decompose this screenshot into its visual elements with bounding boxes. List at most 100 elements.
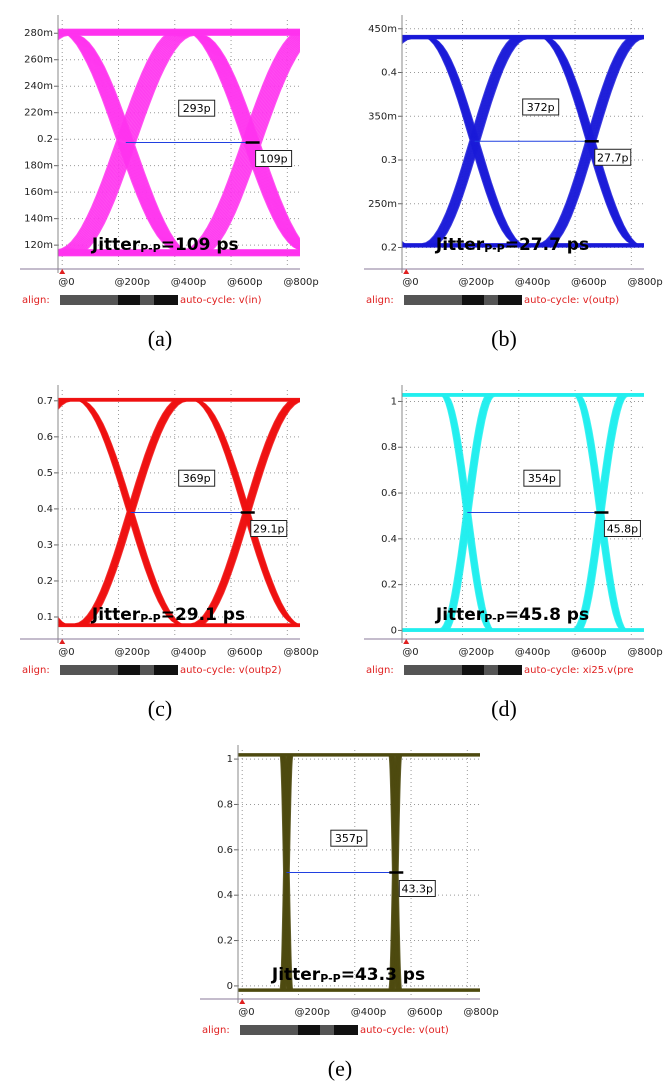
- period-label: 293p: [183, 102, 211, 115]
- jitter-label-box: [398, 880, 436, 897]
- y-tick-label: 1: [227, 754, 233, 765]
- period-label: 354p: [528, 472, 556, 485]
- eye-panel: 120m 140m 160m 180m 0.2 220m 240m 260m 280m @0 @20…: [20, 15, 319, 351]
- y-tick-label: 0.4: [381, 68, 397, 79]
- origin-marker: [403, 639, 410, 644]
- y-tick-label: 0.6: [217, 845, 233, 856]
- y-tick-label: 0.2: [381, 243, 397, 254]
- origin-marker: [59, 639, 66, 644]
- y-tick-label: 0.5: [37, 468, 53, 479]
- scroll-end: [498, 665, 522, 675]
- period-label: 369p: [183, 472, 211, 485]
- x-tick-label: @800p: [627, 647, 662, 658]
- jitter-label: 109p: [260, 153, 288, 166]
- y-tick-label: 0.8: [217, 799, 233, 810]
- y-tick-label: 0.2: [381, 580, 397, 591]
- signal-label: auto-cycle: v(in): [180, 295, 262, 306]
- x-tick-label: @600p: [571, 647, 606, 658]
- scroll-end: [154, 295, 178, 305]
- x-tick-label: @600p: [407, 1007, 442, 1018]
- x-tick-label: @400p: [351, 1007, 386, 1018]
- origin-marker: [403, 269, 410, 274]
- jitter-sub: P-P: [320, 972, 341, 985]
- x-tick-label: @600p: [227, 647, 262, 658]
- x-tick-label: @0: [402, 647, 418, 658]
- scroll-thumb: [462, 665, 484, 675]
- y-tick-label: 260m: [24, 55, 53, 66]
- origin-marker: [59, 269, 66, 274]
- align-label: align:: [22, 665, 50, 676]
- y-tick-label: 180m: [24, 161, 53, 172]
- align-label: align:: [366, 295, 394, 306]
- jitter-word: Jitter: [91, 235, 141, 255]
- y-tick-label: 0: [227, 981, 233, 992]
- x-tick-label: @400p: [515, 277, 550, 288]
- jitter-value: =27.7 ps: [505, 235, 589, 255]
- x-tick-label: @600p: [227, 277, 262, 288]
- jitter-label-box: [255, 150, 293, 167]
- caption: (c): [148, 696, 172, 721]
- y-tick-label: 280m: [24, 28, 53, 39]
- signal-label: auto-cycle: v(out): [360, 1025, 449, 1036]
- y-tick-label: 160m: [24, 187, 53, 198]
- scroll-end: [498, 295, 522, 305]
- y-tick-label: 0.3: [37, 540, 53, 551]
- y-tick-label: 1: [391, 396, 397, 407]
- y-tick-label: 0: [391, 625, 397, 636]
- x-tick-label: @200p: [459, 647, 494, 658]
- x-tick-label: @200p: [459, 277, 494, 288]
- jitter-label: 45.8p: [607, 523, 638, 536]
- x-tick-label: @400p: [171, 277, 206, 288]
- period-label-box: [178, 99, 216, 117]
- y-tick-label: 0.6: [381, 488, 397, 499]
- caption: (d): [491, 696, 517, 721]
- jitter-label-box: [594, 148, 632, 166]
- eye-panel: 0 0.2 0.4 0.6 0.8 1 @0 @200p @400p @600p @800p 354p…: [364, 385, 663, 721]
- scroll-thumb: [462, 295, 484, 305]
- jitter-text: JitterP-P=29.1 ps: [91, 605, 245, 625]
- jitter-text: JitterP-P=43.3 ps: [271, 965, 425, 985]
- period-label-box: [330, 829, 368, 847]
- x-tick-label: @400p: [171, 647, 206, 658]
- align-label: align:: [366, 665, 394, 676]
- jitter-word: Jitter: [435, 235, 485, 255]
- y-tick-label: 0.4: [37, 504, 53, 515]
- signal-label: auto-cycle: v(outp): [524, 295, 619, 306]
- signal-label: auto-cycle: v(outp2): [180, 665, 282, 676]
- y-tick-label: 0.4: [217, 890, 233, 901]
- y-tick-label: 0.4: [381, 534, 397, 545]
- jitter-value: =43.3 ps: [341, 965, 425, 985]
- y-tick-label: 350m: [368, 111, 397, 122]
- y-tick-label: 0.1: [37, 612, 53, 623]
- jitter-sub: P-P: [484, 612, 505, 625]
- x-tick-label: @200p: [115, 647, 150, 658]
- jitter-text: JitterP-P=27.7 ps: [435, 235, 589, 255]
- y-tick-label: 0.7: [37, 396, 53, 407]
- caption: (a): [148, 326, 172, 351]
- x-tick-label: @600p: [571, 277, 606, 288]
- y-tick-label: 0.2: [37, 134, 53, 145]
- period-label-box: [178, 469, 216, 487]
- align-label: align:: [22, 295, 50, 306]
- x-tick-label: @0: [402, 277, 418, 288]
- y-tick-label: 250m: [368, 199, 397, 210]
- jitter-text: JitterP-P=45.8 ps: [435, 605, 589, 625]
- eye-panel: 0.1 0.2 0.3 0.4 0.5 0.6 0.7 @0 @200p @400p @600p @8…: [20, 385, 319, 721]
- y-tick-label: 0.6: [37, 432, 53, 443]
- x-tick-label: @0: [58, 277, 74, 288]
- period-label-box: [523, 469, 561, 487]
- eye-panel: 0 0.2 0.4 0.6 0.8 1 @0 @200p @400p @600p @800p 357p…: [200, 745, 499, 1081]
- y-tick-label: 220m: [24, 108, 53, 119]
- scroll-end: [334, 1025, 358, 1035]
- jitter-word: Jitter: [435, 605, 485, 625]
- jitter-label: 27.7p: [597, 151, 628, 164]
- y-tick-label: 120m: [24, 240, 53, 251]
- x-tick-label: @0: [238, 1007, 254, 1018]
- x-tick-label: @800p: [627, 277, 662, 288]
- jitter-label: 29.1p: [253, 523, 284, 536]
- x-tick-label: @800p: [463, 1007, 498, 1018]
- x-tick-label: @0: [58, 647, 74, 658]
- scroll-thumb: [118, 295, 140, 305]
- period-label: 357p: [335, 832, 363, 845]
- period-label-box: [522, 98, 560, 116]
